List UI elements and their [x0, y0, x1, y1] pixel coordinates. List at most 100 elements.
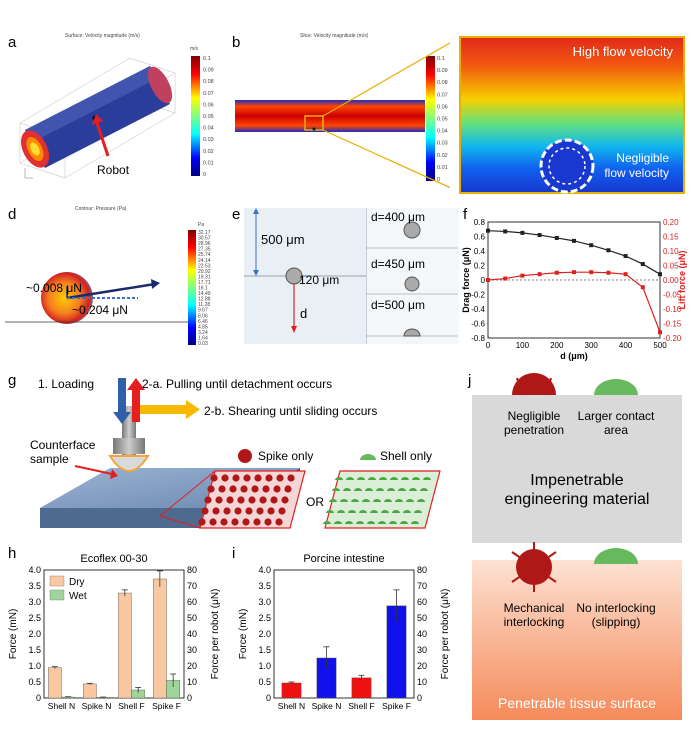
ytick: 4.0: [28, 565, 41, 575]
shell-robot: [387, 488, 395, 491]
shell-robot: [348, 510, 356, 513]
bar: [281, 682, 302, 699]
ytick: 2.0: [258, 629, 271, 639]
shell-array: [324, 470, 441, 529]
f-xtick: 0: [486, 341, 491, 350]
spike-robot: [237, 496, 245, 504]
f-ytick: 0.8: [474, 218, 486, 227]
colorbar-tick: 14.49: [198, 291, 211, 297]
colorbar-tick: 0.04: [203, 126, 214, 132]
panel-letter-a: a: [8, 34, 17, 51]
spike-robot-top: [512, 373, 556, 396]
chart-title: Ecoflex 00-30: [80, 553, 147, 565]
colorbar-tick: 0.03: [437, 141, 448, 147]
f-point: [554, 270, 559, 275]
robot-cross-section: [539, 138, 595, 194]
shell-robot: [354, 488, 362, 491]
colorbar-tick: 8.06: [198, 313, 208, 319]
shell-robot: [357, 477, 365, 480]
y2tick: 50: [417, 613, 427, 623]
f-point: [640, 285, 645, 290]
panel-letter-d: d: [8, 206, 17, 223]
ytick: 2.5: [28, 613, 41, 623]
y2tick: 40: [417, 629, 427, 639]
f-point: [503, 276, 508, 281]
legend-swatch: [49, 575, 65, 587]
y2tick: 10: [417, 677, 427, 687]
f-xtick: 300: [585, 341, 599, 350]
f-y2tick: 0.00: [663, 276, 679, 285]
colorbar-tick: 0.1: [203, 56, 211, 62]
y2tick: 30: [187, 645, 197, 655]
shell-robot: [351, 499, 359, 502]
y2tick: 20: [417, 661, 427, 671]
bar: [82, 683, 97, 699]
spike-robot: [264, 518, 272, 526]
colorbar-tick: 0.03: [203, 137, 214, 143]
panel-d-scale: 32.1730.5728.9627.3525.7424.1422.5320.92…: [198, 230, 211, 347]
colorbar-tick: 0.05: [203, 114, 214, 120]
panel-j-figure: Negligible penetration Larger contact ar…: [498, 373, 656, 711]
f-point: [537, 272, 542, 277]
d450-label: d=450 μm: [371, 257, 425, 271]
f-y2tick: -0.20: [663, 334, 682, 343]
shell-robot: [378, 521, 386, 524]
y2tick: 20: [187, 661, 197, 671]
f-ytick: -0.4: [471, 305, 485, 314]
colorbar-tick: 0: [437, 177, 440, 183]
loading-label: 1. Loading: [38, 377, 94, 391]
shell-robot: [381, 510, 389, 513]
impenetrable-block: [472, 395, 682, 543]
f-point: [572, 238, 576, 243]
colorbar-tick: 0.01: [437, 165, 448, 171]
legend-label: Wet: [69, 591, 87, 602]
spike-robot: [212, 507, 220, 515]
spike-robot: [223, 507, 231, 515]
shell-robot: [414, 510, 422, 513]
xtick: Spike F: [152, 701, 181, 711]
colorbar-tick: 6.46: [198, 319, 208, 325]
panel-c-zoom: High flow velocity Negligible flow veloc…: [459, 36, 685, 194]
spike-robot: [270, 496, 278, 504]
shell-robot: [329, 499, 337, 502]
ytick: 3.0: [258, 597, 271, 607]
spike-robot: [284, 485, 292, 493]
spike-robot: [281, 496, 289, 504]
shell-robot: [376, 488, 384, 491]
shell-robot: [389, 521, 397, 524]
f-y2tick: 0.05: [663, 262, 679, 271]
panel-letter-f: f: [463, 206, 468, 223]
panel-g-figure: 1. Loading 2-a. Pulling until detachment…: [30, 377, 441, 529]
colorbar-tick: 22.53: [198, 263, 211, 269]
f-y2label: Lift force (μN): [677, 250, 687, 309]
spike-robot: [240, 485, 248, 493]
panel-a-figure: Surface: Velocity magnitude (m/s) Robot …: [19, 33, 214, 179]
f-y2tick: -0.10: [663, 305, 682, 314]
colorbar-tick: 0.09: [203, 68, 214, 74]
f-xlabel: d (μm): [560, 351, 588, 361]
panel-letter-b: b: [232, 34, 241, 51]
chart-h: Ecoflex 00-30 0 0.5 1.0 1.5 2.0 2.5 3.0 3.5 4.0 0 1…: [8, 553, 221, 711]
colorbar-tick: 0.08: [203, 79, 214, 85]
bar: [48, 667, 62, 699]
shell-robot: [400, 521, 408, 524]
d500-label: d=500 μm: [371, 298, 425, 312]
colorbar-tick: 16.1: [198, 286, 208, 292]
f-point: [623, 272, 628, 277]
interlocking-label: interlocking: [504, 615, 565, 629]
ytick: 3.0: [28, 597, 41, 607]
shell-robot: [356, 521, 364, 524]
shell-robot-bottom: [594, 548, 638, 564]
spike-robot: [251, 485, 259, 493]
spike-robot: [253, 518, 261, 526]
ytick: 1.5: [258, 645, 271, 655]
colorbar-tick: 32.17: [198, 230, 211, 236]
spike-robot: [198, 518, 206, 526]
legend-label: Dry: [69, 577, 85, 588]
y2label: Force per robot (μN): [440, 589, 451, 680]
robot-label: Robot: [97, 163, 130, 177]
y2label: Force per robot (μN): [210, 589, 221, 680]
y2tick: 0: [417, 693, 422, 703]
shell-robot: [373, 499, 381, 502]
panel-b-figure: Slice: Velocity magnitude (m/s) 0.10.090…: [235, 33, 450, 189]
